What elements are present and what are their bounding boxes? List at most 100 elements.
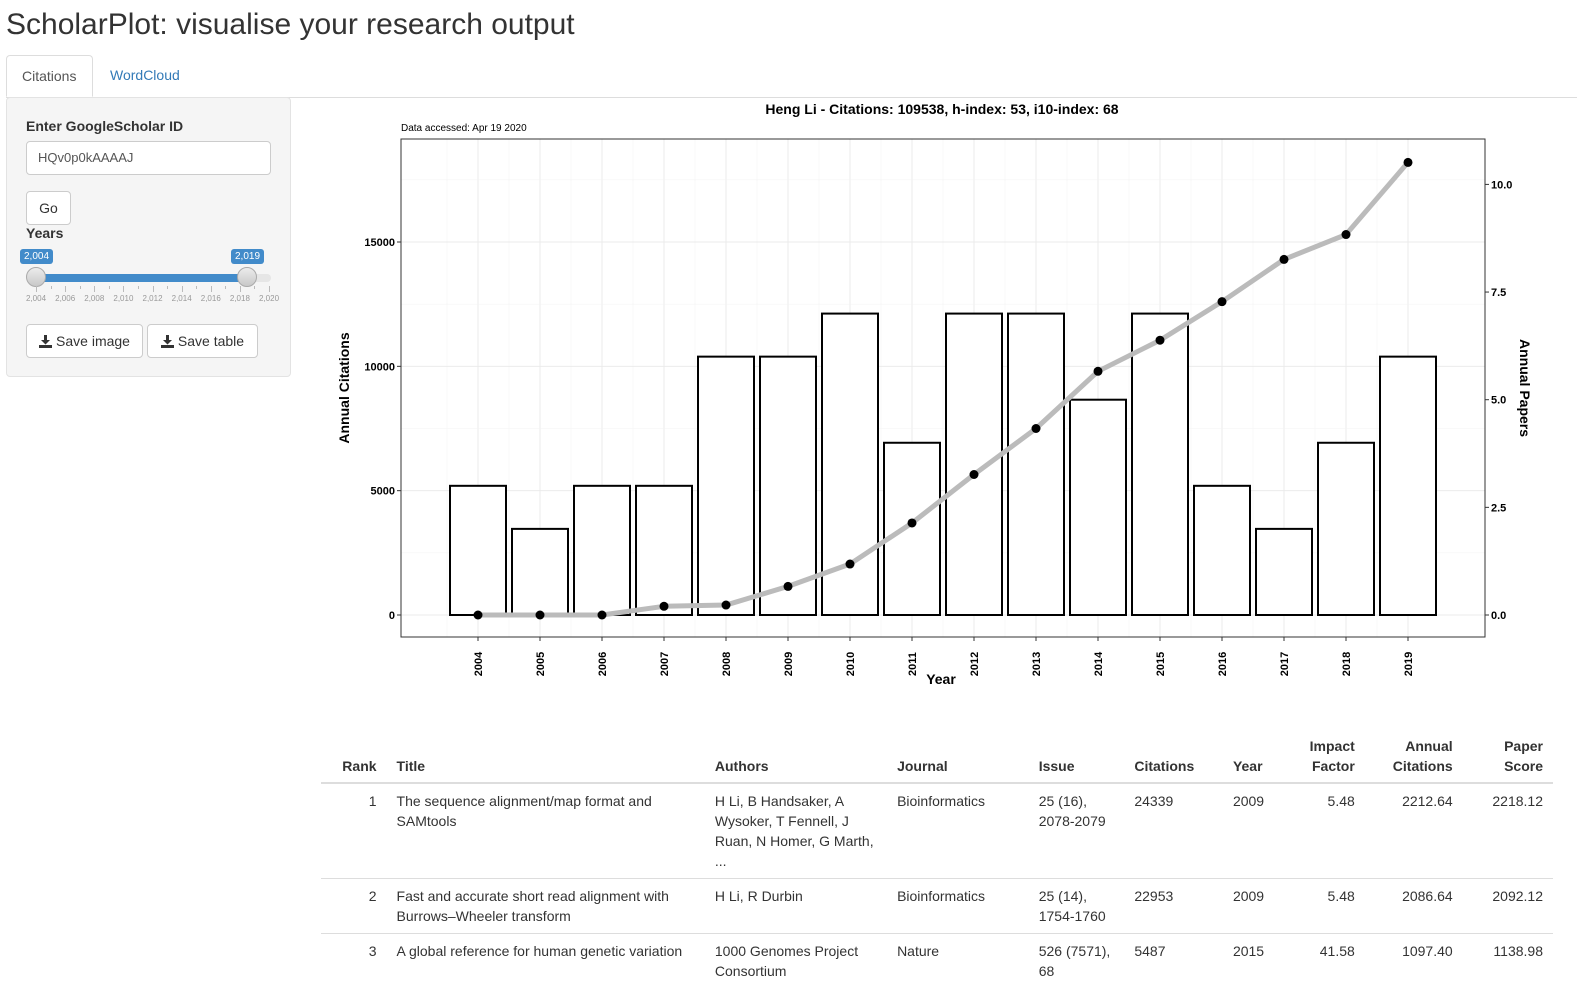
table-header-cell[interactable]: Impact Factor	[1292, 730, 1365, 783]
years-slider-tick	[138, 286, 139, 289]
chart-point-2012	[970, 470, 979, 479]
table-header-cell[interactable]: Authors	[705, 730, 887, 783]
chart-x-tick-label: 2018	[1341, 652, 1353, 676]
chart-title: Heng Li - Citations: 109538, h-index: 53…	[765, 101, 1118, 117]
table-cell: 2218.12	[1463, 783, 1553, 879]
table-cell: 41.58	[1292, 934, 1365, 988]
chart-point-2017	[1280, 255, 1289, 264]
chart-point-2019	[1404, 158, 1413, 167]
table-cell: The sequence alignment/map format and SA…	[387, 783, 705, 879]
chart-bar-2013	[1008, 314, 1064, 615]
years-slider-tick	[182, 286, 183, 292]
chart-point-2006	[598, 611, 607, 620]
years-slider-tick-label: 2,020	[259, 294, 279, 303]
years-to-value: 2,019	[231, 249, 264, 264]
table-cell: 526 (7571), 68	[1029, 934, 1125, 988]
years-slider-tick-label: 2,004	[26, 294, 46, 303]
table-cell: H Li, R Durbin	[705, 879, 887, 934]
table-cell: 24339	[1124, 783, 1223, 879]
chart-x-tick-label: 2019	[1403, 652, 1415, 676]
tab-bar: Citations WordCloud	[6, 55, 1577, 98]
chart-bar-2012	[946, 314, 1002, 615]
go-button[interactable]: Go	[26, 191, 71, 225]
chart-point-2018	[1342, 230, 1351, 239]
scholar-id-input[interactable]: HQv0p0kAAAAJ	[26, 141, 271, 175]
table-header-cell[interactable]: Journal	[887, 730, 1029, 783]
table-cell: 2212.64	[1365, 783, 1463, 879]
chart-point-2010	[846, 560, 855, 569]
citations-chart: Heng Li - Citations: 109538, h-index: 53…	[330, 97, 1560, 697]
years-slider-tick-label: 2,006	[55, 294, 75, 303]
years-slider-tick	[94, 286, 95, 292]
chart-y2-axis-label: Annual Papers	[1517, 339, 1533, 437]
years-label: Years	[26, 225, 63, 241]
save-image-button[interactable]: Save image	[26, 324, 143, 358]
years-slider-range	[36, 274, 247, 282]
years-slider-tick-label: 2,016	[201, 294, 221, 303]
table-cell: 2015	[1223, 934, 1292, 988]
chart-bar-2004	[450, 486, 506, 615]
chart-x-tick-label: 2010	[845, 652, 857, 676]
years-slider-tick	[123, 286, 124, 292]
app-title: ScholarPlot: visualise your research out…	[6, 8, 575, 42]
years-slider-tick-label: 2,014	[172, 294, 192, 303]
years-slider-to-handle[interactable]	[237, 267, 257, 287]
chart-bar-2011	[884, 443, 940, 615]
years-slider-tick-label: 2,010	[113, 294, 133, 303]
years-slider-tick	[269, 286, 270, 292]
table-cell: Bioinformatics	[887, 879, 1029, 934]
chart-bar-2015	[1132, 314, 1188, 615]
table-cell: 22953	[1124, 879, 1223, 934]
chart-y-axis-label: Annual Citations	[336, 332, 352, 443]
chart-y-tick-label: 15000	[364, 237, 395, 249]
table-cell: A global reference for human genetic var…	[387, 934, 705, 988]
table-cell: Fast and accurate short read alignment w…	[387, 879, 705, 934]
table-cell: 2092.12	[1463, 879, 1553, 934]
chart-point-2014	[1094, 367, 1103, 376]
table-header-cell[interactable]: Citations	[1124, 730, 1223, 783]
years-slider-tick	[254, 286, 255, 289]
chart-point-2009	[784, 582, 793, 591]
scholar-id-label: Enter GoogleScholar ID	[26, 118, 183, 134]
chart-x-tick-label: 2016	[1217, 652, 1229, 676]
years-slider-tick	[211, 286, 212, 292]
chart-y-tick-label: 0	[389, 610, 395, 622]
table-header-cell[interactable]: Annual Citations	[1365, 730, 1463, 783]
table-header-cell[interactable]: Issue	[1029, 730, 1125, 783]
save-table-label: Save table	[178, 333, 244, 349]
chart-bar-2019	[1380, 357, 1436, 615]
save-image-label: Save image	[56, 333, 130, 349]
chart-x-tick-label: 2012	[969, 652, 981, 676]
table-header-cell[interactable]: Paper Score	[1463, 730, 1553, 783]
chart-x-tick-label: 2013	[1031, 652, 1043, 676]
tab-wordcloud[interactable]: WordCloud	[95, 55, 195, 96]
table-cell: 25 (14), 1754-1760	[1029, 879, 1125, 934]
chart-bar-2016	[1194, 486, 1250, 615]
table-cell: 1	[321, 783, 387, 879]
tab-citations[interactable]: Citations	[6, 55, 93, 97]
table-cell: Bioinformatics	[887, 783, 1029, 879]
table-cell: 2	[321, 879, 387, 934]
years-slider-from-handle[interactable]	[26, 267, 46, 287]
table-cell: 5487	[1124, 934, 1223, 988]
chart-point-2013	[1032, 424, 1041, 433]
table-header-cell[interactable]: Year	[1223, 730, 1292, 783]
chart-point-2008	[722, 601, 731, 610]
chart-y-tick-label: 10000	[364, 361, 395, 373]
years-slider-tick	[225, 286, 226, 289]
years-slider-tick	[240, 286, 241, 292]
years-slider-tick	[65, 286, 66, 292]
chart-bar-2017	[1256, 529, 1312, 615]
table-header-cell[interactable]: Rank	[321, 730, 387, 783]
save-table-button[interactable]: Save table	[147, 324, 258, 358]
table-header-cell[interactable]: Title	[387, 730, 705, 783]
years-slider-tick-label: 2,008	[84, 294, 104, 303]
table-cell: 2009	[1223, 879, 1292, 934]
download-icon	[161, 333, 178, 349]
table-cell: Nature	[887, 934, 1029, 988]
years-slider-tick	[153, 286, 154, 292]
